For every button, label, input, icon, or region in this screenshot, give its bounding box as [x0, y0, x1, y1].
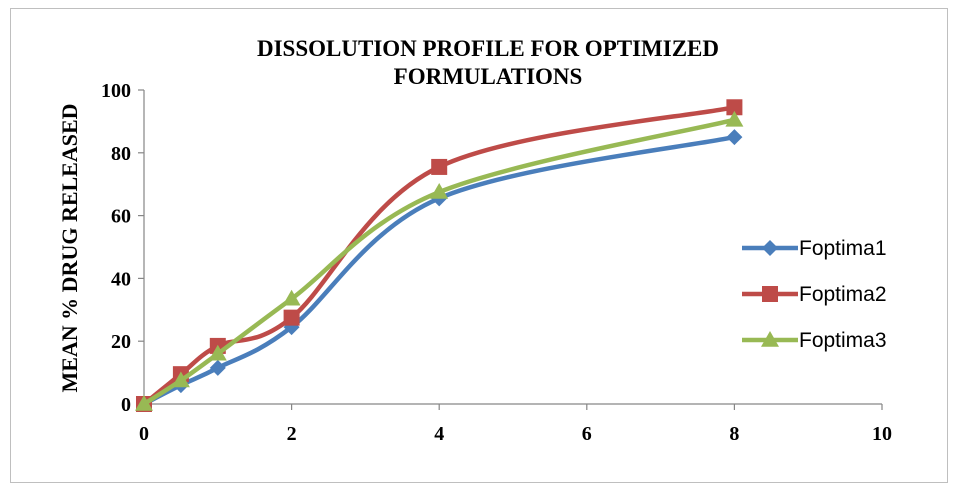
data-point-square [726, 99, 743, 116]
data-point-triangle [208, 344, 227, 361]
legend-label: Foptima1 [799, 237, 887, 260]
data-point-square [431, 158, 448, 175]
y-tick-label: 60 [111, 206, 131, 228]
legend-item-foptima2: Foptima2 [742, 283, 887, 306]
legend-label: Foptima3 [799, 329, 887, 352]
legend-marker-triangle [761, 331, 779, 347]
chart-title-line-2: FORMULATIONS [394, 64, 583, 89]
legend-marker-diamond [762, 240, 778, 256]
series-line [141, 134, 737, 407]
data-point-triangle [135, 395, 153, 411]
legend-label: Foptima2 [799, 283, 887, 306]
legend-item-foptima1: Foptima1 [742, 237, 887, 260]
chart-title-line-1: DISSOLUTION PROFILE FOR OPTIMIZED [257, 36, 719, 61]
y-axis-label: MEAN % DRUG RELEASED [57, 103, 82, 392]
x-tick-label: 2 [287, 423, 297, 445]
data-point-triangle [171, 371, 190, 388]
y-tick-label: 0 [121, 394, 131, 416]
data-point-square [283, 309, 300, 326]
legend-item-foptima3: Foptima3 [742, 329, 887, 352]
x-tick-label: 0 [139, 423, 149, 445]
data-point-diamond [209, 359, 226, 376]
y-tick-label: 100 [101, 80, 131, 102]
y-tick-label: 20 [111, 331, 131, 353]
series-foptima3 [135, 110, 744, 411]
x-tick-label: 4 [434, 423, 444, 445]
x-tick-label: 6 [582, 423, 592, 445]
x-tick-label: 10 [872, 423, 892, 445]
y-tick-label: 80 [111, 143, 131, 165]
data-point-diamond [726, 129, 743, 146]
y-tick-label: 40 [111, 268, 131, 290]
x-tick-label: 8 [729, 423, 739, 445]
data-point-triangle [725, 110, 744, 127]
legend-marker-square [762, 286, 778, 302]
data-point-triangle [282, 289, 301, 306]
data-point-triangle [430, 183, 449, 199]
